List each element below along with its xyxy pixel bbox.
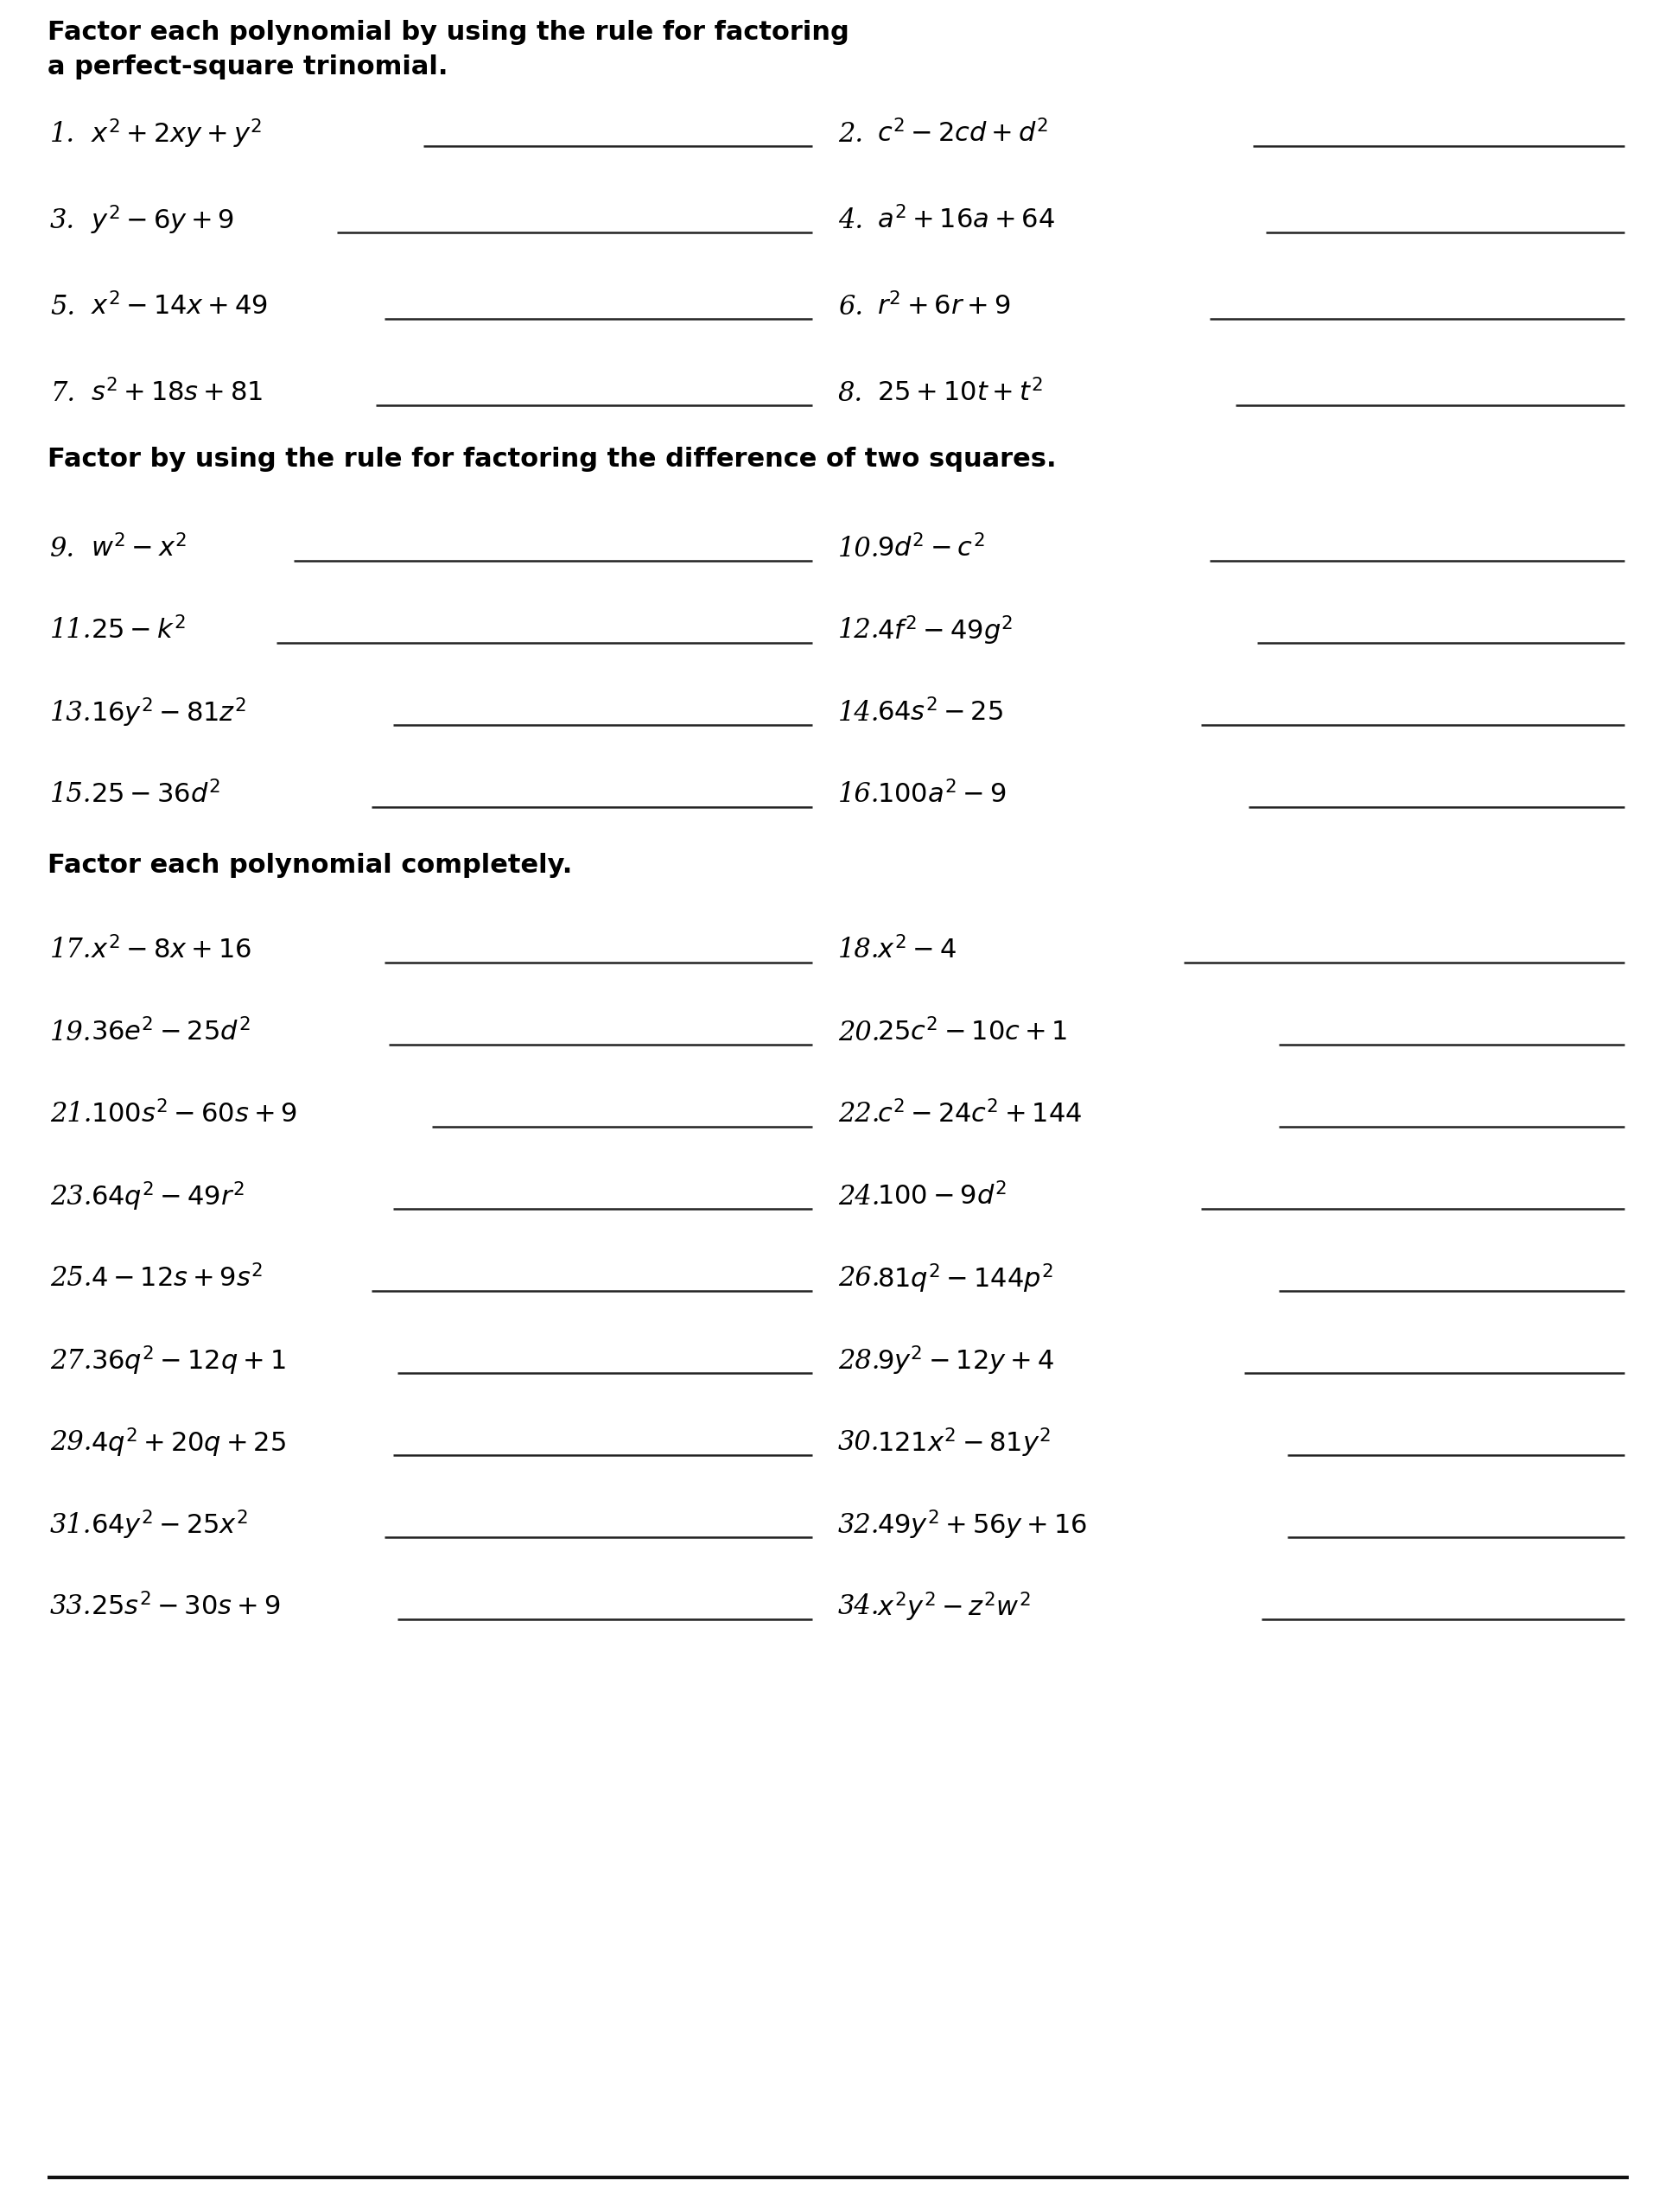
Text: 14.: 14. [838, 699, 879, 726]
Text: Factor each polynomial by using the rule for factoring: Factor each polynomial by using the rule… [48, 20, 849, 44]
Text: 13.: 13. [50, 699, 91, 726]
Text: $s^2 + 18s + 81$: $s^2 + 18s + 81$ [91, 378, 262, 407]
Text: 12.: 12. [838, 617, 879, 644]
Text: 9.: 9. [50, 535, 75, 562]
Text: $81q^2 - 144p^2$: $81q^2 - 144p^2$ [878, 1263, 1053, 1296]
Text: 34.: 34. [838, 1595, 879, 1621]
Text: 31.: 31. [50, 1511, 91, 1540]
Text: $25 + 10t + t^2$: $25 + 10t + t^2$ [878, 378, 1044, 407]
Text: $x^2y^2 - z^2w^2$: $x^2y^2 - z^2w^2$ [878, 1590, 1030, 1624]
Text: 2.: 2. [838, 119, 863, 148]
Text: Factor by using the rule for factoring the difference of two squares.: Factor by using the rule for factoring t… [48, 447, 1057, 471]
Text: $25 - 36d^2$: $25 - 36d^2$ [91, 781, 221, 810]
Text: $64s^2 - 25$: $64s^2 - 25$ [878, 699, 1004, 728]
Text: $c^2 - 2cd + d^2$: $c^2 - 2cd + d^2$ [878, 119, 1048, 148]
Text: 17.: 17. [50, 938, 91, 964]
Text: 20.: 20. [838, 1020, 879, 1046]
Text: 22.: 22. [838, 1102, 879, 1128]
Text: 5.: 5. [50, 294, 75, 321]
Text: $100s^2 - 60s + 9$: $100s^2 - 60s + 9$ [91, 1102, 297, 1128]
Text: 4.: 4. [838, 208, 863, 234]
Text: $64q^2 - 49r^2$: $64q^2 - 49r^2$ [91, 1179, 244, 1214]
Text: 28.: 28. [838, 1347, 879, 1374]
Text: $r^2 + 6r + 9$: $r^2 + 6r + 9$ [878, 292, 1010, 321]
Text: 32.: 32. [838, 1511, 879, 1540]
Text: 23.: 23. [50, 1183, 91, 1210]
Text: $16y^2 - 81z^2$: $16y^2 - 81z^2$ [91, 697, 246, 730]
Text: $25c^2 - 10c + 1$: $25c^2 - 10c + 1$ [878, 1018, 1067, 1046]
Text: 33.: 33. [50, 1595, 91, 1621]
Text: $9y^2 - 12y + 4$: $9y^2 - 12y + 4$ [878, 1345, 1053, 1378]
Text: $49y^2 + 56y + 16$: $49y^2 + 56y + 16$ [878, 1509, 1087, 1542]
Text: Factor each polynomial completely.: Factor each polynomial completely. [48, 854, 572, 878]
Text: $4f^2 - 49g^2$: $4f^2 - 49g^2$ [878, 615, 1014, 648]
Text: 11.: 11. [50, 617, 91, 644]
Text: $9d^2 - c^2$: $9d^2 - c^2$ [878, 535, 985, 562]
Text: 24.: 24. [838, 1183, 879, 1210]
Text: 6.: 6. [838, 294, 863, 321]
Text: 16.: 16. [838, 781, 879, 807]
Text: $x^2 - 8x + 16$: $x^2 - 8x + 16$ [91, 936, 252, 964]
Text: 18.: 18. [838, 938, 879, 964]
Text: 25.: 25. [50, 1265, 91, 1292]
Text: $36q^2 - 12q + 1$: $36q^2 - 12q + 1$ [91, 1345, 285, 1378]
Text: 19.: 19. [50, 1020, 91, 1046]
Text: a perfect-square trinomial.: a perfect-square trinomial. [48, 55, 448, 80]
Text: $x^2 - 4$: $x^2 - 4$ [878, 936, 956, 964]
Text: $4q^2 + 20q + 25$: $4q^2 + 20q + 25$ [91, 1427, 285, 1460]
Text: 3.: 3. [50, 208, 75, 234]
Text: 30.: 30. [838, 1429, 879, 1455]
Text: 1.: 1. [50, 119, 75, 148]
Text: $121x^2 - 81y^2$: $121x^2 - 81y^2$ [878, 1427, 1050, 1460]
Text: $x^2 - 14x + 49$: $x^2 - 14x + 49$ [91, 292, 267, 321]
Text: 29.: 29. [50, 1429, 91, 1455]
Text: $36e^2 - 25d^2$: $36e^2 - 25d^2$ [91, 1018, 251, 1046]
Text: $100 - 9d^2$: $100 - 9d^2$ [878, 1183, 1007, 1210]
Text: 26.: 26. [838, 1265, 879, 1292]
Text: 10.: 10. [838, 535, 879, 562]
Text: $c^2 - 24c^2 + 144$: $c^2 - 24c^2 + 144$ [878, 1102, 1082, 1128]
Text: $w^2 - x^2$: $w^2 - x^2$ [91, 535, 187, 562]
Text: 21.: 21. [50, 1102, 91, 1128]
Text: 8.: 8. [838, 380, 863, 407]
Text: $y^2 - 6y + 9$: $y^2 - 6y + 9$ [91, 204, 234, 237]
Text: $25 - k^2$: $25 - k^2$ [91, 617, 186, 646]
Text: $x^2 + 2xy + y^2$: $x^2 + 2xy + y^2$ [91, 117, 262, 150]
Text: $64y^2 - 25x^2$: $64y^2 - 25x^2$ [91, 1509, 247, 1542]
Text: $4 - 12s + 9s^2$: $4 - 12s + 9s^2$ [91, 1265, 262, 1292]
Text: 7.: 7. [50, 380, 75, 407]
Text: $a^2 + 16a + 64$: $a^2 + 16a + 64$ [878, 206, 1055, 234]
Text: 15.: 15. [50, 781, 91, 807]
Text: $100a^2 - 9$: $100a^2 - 9$ [878, 781, 1005, 810]
Text: $25s^2 - 30s + 9$: $25s^2 - 30s + 9$ [91, 1593, 280, 1621]
Text: 27.: 27. [50, 1347, 91, 1374]
